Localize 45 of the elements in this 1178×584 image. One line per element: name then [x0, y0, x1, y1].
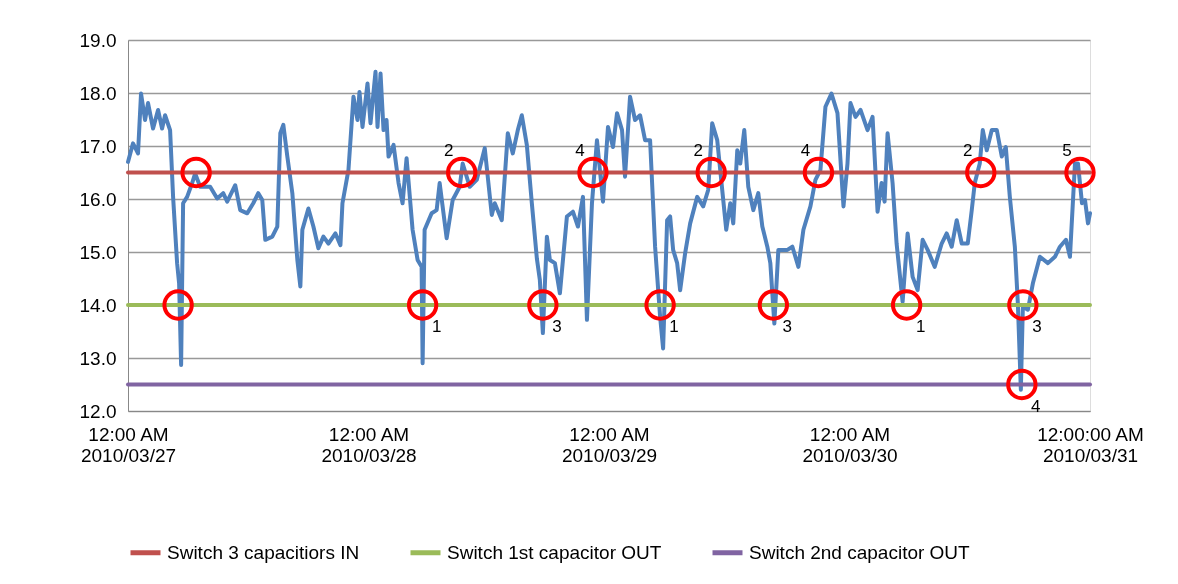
point [527, 289, 559, 321]
point [802, 156, 835, 189]
annotation: 3 [552, 317, 562, 336]
annotation: 4 [1031, 396, 1041, 416]
point [180, 156, 212, 189]
x-tick-label: 12:00 AM 2010/03/27 [80, 423, 177, 466]
y-tick-label: 12.0 [79, 400, 117, 422]
point [965, 156, 997, 189]
annotation: 3 [1032, 317, 1042, 336]
annotation: 5 [1062, 140, 1072, 160]
point [406, 289, 439, 321]
legend-label: Switch 1st capacitor OUT [447, 541, 662, 563]
annotation: 1 [669, 317, 679, 336]
y-tick-label: 17.0 [79, 135, 117, 157]
annotation: 1 [431, 317, 442, 336]
legend-label: Switch 3 capacitiors IN [167, 541, 360, 563]
y-tick-label: 16.0 [79, 188, 117, 210]
point [577, 156, 609, 189]
y-tick-label: 13.0 [79, 347, 117, 369]
y-tick-label: 14.0 [79, 294, 117, 316]
annotation: 2 [443, 140, 454, 160]
point [757, 289, 790, 321]
point [695, 156, 727, 189]
x-tick-label: 12:00 AM 2010/03/28 [321, 423, 417, 466]
y-tick-label: 15.0 [79, 241, 117, 263]
point [1007, 289, 1039, 321]
annotation: 4 [575, 140, 585, 160]
point [1064, 156, 1096, 189]
annotation: 1 [915, 317, 926, 336]
annotation: 4 [800, 140, 811, 160]
point [890, 289, 923, 321]
point [1006, 368, 1038, 401]
x-tick-label: 12:00:00 AM 2010/03/31 [1037, 423, 1144, 466]
annotation: 2 [693, 140, 703, 160]
legend-label: Switch 2nd capacitor OUT [749, 541, 971, 563]
point [446, 156, 478, 189]
y-tick-label: 19.0 [79, 29, 117, 51]
point [162, 289, 194, 321]
line-series [126, 69, 1092, 392]
x-tick-label: 12:00 AM 2010/03/29 [561, 423, 658, 466]
annotation: 2 [963, 140, 973, 160]
x-tick-label: 12:00 AM 2010/03/30 [802, 423, 898, 466]
point [644, 289, 676, 321]
y-tick-label: 18.0 [79, 82, 117, 104]
annotation: 3 [782, 317, 793, 336]
